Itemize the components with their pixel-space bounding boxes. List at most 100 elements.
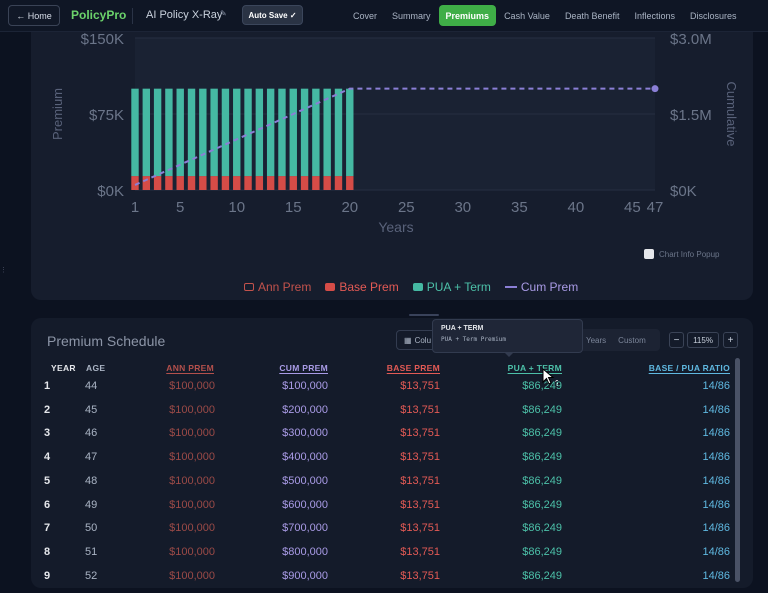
main-nav: Cover Summary Premiums Cash Value Death … bbox=[346, 5, 745, 26]
pua-term-bar[interactable] bbox=[346, 88, 354, 177]
header-ann-prem[interactable]: ANN PREM bbox=[166, 363, 214, 373]
zoom-level: 115% bbox=[687, 332, 719, 348]
tab-inflections[interactable]: Inflections bbox=[634, 10, 676, 21]
header-base-pua-ratio[interactable]: BASE / PUA RATIO bbox=[648, 363, 730, 373]
pua-term-bar[interactable] bbox=[165, 88, 173, 177]
pua-term-bar[interactable] bbox=[312, 88, 320, 177]
pua-term-bar[interactable] bbox=[300, 88, 309, 177]
chart-info-popup-checkbox[interactable] bbox=[644, 249, 654, 259]
pua-term-bar[interactable] bbox=[187, 88, 196, 177]
y-tick-label-right: $1.5M bbox=[670, 107, 712, 124]
base-prem-bar[interactable] bbox=[199, 176, 207, 190]
zoom-out-button[interactable]: − bbox=[669, 332, 684, 348]
base-prem-bar[interactable] bbox=[300, 176, 309, 190]
tab-premiums[interactable]: Premiums bbox=[438, 5, 497, 26]
table-scrollbar[interactable] bbox=[735, 358, 740, 582]
base-prem-cell: $13,751 bbox=[400, 451, 440, 464]
columns-label: Colu bbox=[414, 335, 432, 345]
tooltip-arrow bbox=[504, 352, 514, 357]
pua-term-bar[interactable] bbox=[334, 88, 343, 177]
table-row[interactable]: 2 45 $100,000 $200,000 $13,751 $86,249 14/86 bbox=[31, 404, 737, 428]
base-prem-bar[interactable] bbox=[266, 176, 275, 190]
pua-term-bar[interactable] bbox=[233, 88, 241, 177]
header-pua-term[interactable]: PUA + TERM bbox=[507, 363, 562, 373]
pua-term-bar[interactable] bbox=[255, 88, 264, 177]
year-cell: 1 bbox=[44, 380, 51, 392]
base-prem-bar[interactable] bbox=[323, 176, 331, 190]
pua-term-bar[interactable] bbox=[244, 88, 252, 177]
base-prem-bar[interactable] bbox=[165, 176, 173, 190]
pua-term-bar[interactable] bbox=[199, 88, 207, 177]
base-prem-bar[interactable] bbox=[210, 176, 218, 190]
tab-cover[interactable]: Cover bbox=[353, 10, 378, 21]
legend-ann-prem[interactable]: Ann Prem bbox=[244, 280, 311, 294]
base-prem-bar[interactable] bbox=[187, 176, 196, 190]
base-prem-bar[interactable] bbox=[255, 176, 264, 190]
pua-term-bar[interactable] bbox=[131, 88, 139, 177]
legend-base-prem[interactable]: Base Prem bbox=[325, 280, 399, 294]
base-prem-bar[interactable] bbox=[176, 176, 184, 190]
tab-cash-value[interactable]: Cash Value bbox=[504, 10, 550, 21]
ratio-cell: 14/86 bbox=[702, 498, 730, 511]
pua-term-cell: $86,249 bbox=[522, 545, 562, 558]
legend-pua-term[interactable]: PUA + Term bbox=[412, 280, 491, 294]
pua-term-bar[interactable] bbox=[210, 88, 218, 177]
pua-term-bar[interactable] bbox=[176, 88, 184, 177]
base-prem-bar[interactable] bbox=[289, 176, 297, 190]
pua-term-bar[interactable] bbox=[266, 88, 275, 177]
edit-icon[interactable]: ✎ bbox=[220, 9, 227, 18]
table-row[interactable]: 1 44 $100,000 $100,000 $13,751 $86,249 14/86 bbox=[31, 380, 737, 404]
pua-term-bar[interactable] bbox=[323, 88, 331, 177]
ann-prem-swatch bbox=[244, 283, 254, 291]
pua-term-bar[interactable] bbox=[289, 88, 297, 177]
header-base-prem[interactable]: BASE PREM bbox=[386, 363, 440, 373]
pua-term-cell: $86,249 bbox=[522, 522, 562, 535]
chart-info-popup-toggle[interactable]: Chart Info Popup bbox=[644, 249, 719, 259]
svg-text:?: ? bbox=[555, 379, 558, 388]
table-row[interactable]: 3 46 $100,000 $300,000 $13,751 $86,249 14/86 bbox=[31, 427, 737, 451]
x-tick-label: 5 bbox=[176, 199, 184, 216]
header-cum-prem[interactable]: CUM PREM bbox=[279, 363, 328, 373]
base-prem-bar[interactable] bbox=[221, 176, 230, 190]
range-years[interactable]: Years bbox=[586, 335, 607, 345]
tab-summary[interactable]: Summary bbox=[392, 10, 431, 21]
resize-handle[interactable] bbox=[409, 314, 439, 316]
legend-cum-prem[interactable]: Cum Prem bbox=[504, 280, 578, 294]
tab-death-benefit[interactable]: Death Benefit bbox=[564, 10, 620, 21]
base-prem-bar[interactable] bbox=[346, 176, 354, 190]
base-prem-bar[interactable] bbox=[334, 176, 343, 190]
base-prem-bar[interactable] bbox=[131, 176, 139, 190]
y-axis-label-left: Premium bbox=[50, 88, 65, 140]
pua-term-bar[interactable] bbox=[278, 88, 286, 177]
panel-edge-handle[interactable]: ⋮ bbox=[0, 267, 7, 274]
policy-name[interactable]: AI Policy X-Ray bbox=[146, 9, 223, 21]
base-prem-bar[interactable] bbox=[278, 176, 286, 190]
x-tick-label: 30 bbox=[454, 199, 471, 216]
base-prem-bar[interactable] bbox=[153, 176, 162, 190]
columns-button[interactable]: ▦ Colu bbox=[396, 330, 436, 350]
header-age[interactable]: AGE bbox=[86, 363, 106, 373]
base-prem-bar[interactable] bbox=[244, 176, 252, 190]
pua-term-cell: $86,249 bbox=[522, 427, 562, 440]
header-year[interactable]: YEAR bbox=[51, 363, 76, 373]
table-row[interactable]: 6 49 $100,000 $600,000 $13,751 $86,249 14/86 bbox=[31, 499, 737, 523]
base-prem-bar[interactable] bbox=[233, 176, 241, 190]
tab-disclosures[interactable]: Disclosures bbox=[690, 10, 737, 21]
base-prem-bar[interactable] bbox=[312, 176, 320, 190]
ratio-cell: 14/86 bbox=[702, 380, 730, 392]
home-button[interactable]: ← Home bbox=[8, 5, 60, 26]
table-row[interactable]: 8 51 $100,000 $800,000 $13,751 $86,249 14/86 bbox=[31, 546, 737, 570]
pua-term-bar[interactable] bbox=[153, 88, 162, 177]
table-row[interactable]: 9 52 $100,000 $900,000 $13,751 $86,249 14/86 bbox=[31, 570, 737, 593]
base-prem-cell: $13,751 bbox=[400, 498, 440, 511]
table-row[interactable]: 7 50 $100,000 $700,000 $13,751 $86,249 14/86 bbox=[31, 522, 737, 546]
autosave-button[interactable]: Auto Save ✓ bbox=[242, 5, 303, 25]
pua-term-bar[interactable] bbox=[221, 88, 230, 177]
table-row[interactable]: 5 48 $100,000 $500,000 $13,751 $86,249 14/86 bbox=[31, 475, 737, 499]
cum-prem-endpoint[interactable] bbox=[651, 85, 659, 93]
base-prem-bar[interactable] bbox=[142, 176, 151, 190]
range-custom[interactable]: Custom bbox=[618, 335, 646, 345]
pua-term-bar[interactable] bbox=[142, 88, 151, 177]
table-row[interactable]: 4 47 $100,000 $400,000 $13,751 $86,249 14/86 bbox=[31, 451, 737, 475]
zoom-in-button[interactable]: + bbox=[723, 332, 738, 348]
